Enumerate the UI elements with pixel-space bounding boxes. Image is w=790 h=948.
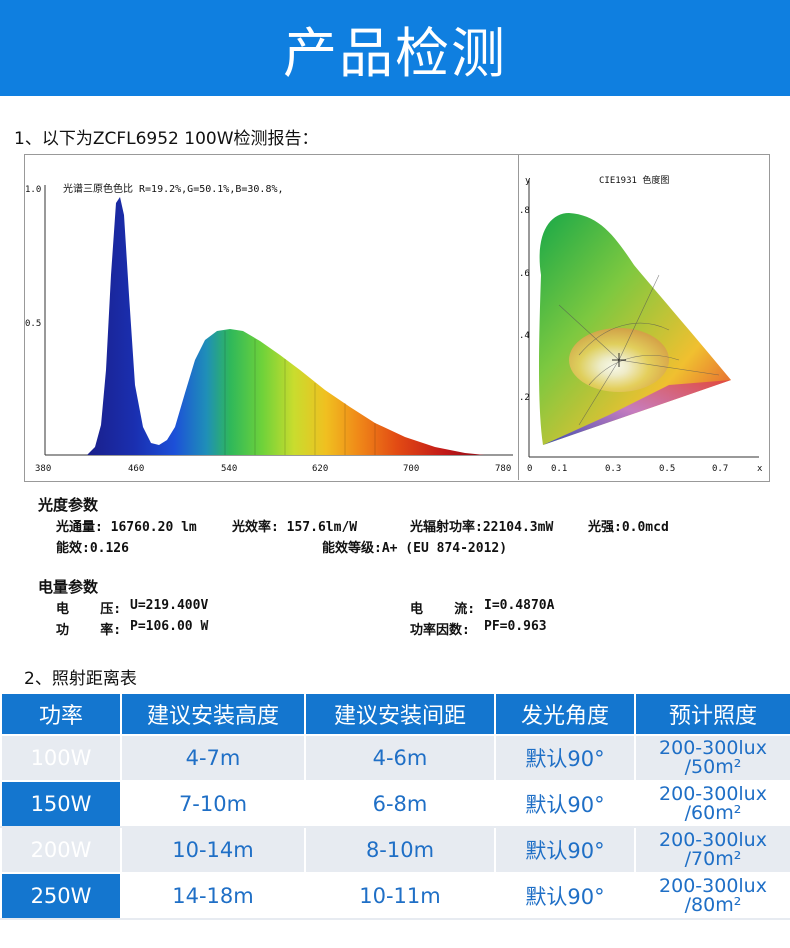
power-value: P=106.00 W <box>130 619 209 634</box>
power-factor-value: PF=0.963 <box>484 619 547 634</box>
x-tick-label: 620 <box>312 464 328 474</box>
x-tick-label: 460 <box>128 464 144 474</box>
header-angle: 发光角度 <box>494 692 636 736</box>
luminous-efficacy: 光效率: 157.6lm/W <box>232 520 358 535</box>
cell-height: 10-14m <box>120 826 306 874</box>
radiant-power: 光辐射功率:22104.3mW <box>410 520 554 535</box>
cell-spacing: 8-10m <box>304 826 496 874</box>
spectrum-curve <box>87 197 485 455</box>
cell-angle: 默认90° <box>494 780 636 828</box>
header-illuminance: 预计照度 <box>634 692 790 736</box>
cell-height: 4-7m <box>120 734 306 782</box>
cie-chart: CIE1931 色度图 y x .8 .6 .4 .2 0 0.1 0.3 0.… <box>519 174 763 474</box>
distance-table: 功率 建议安装高度 建议安装间距 发光角度 预计照度 100W 4-7m 4-6… <box>0 692 790 920</box>
x-tick-label: 700 <box>403 464 419 474</box>
table-row: 200W 10-14m 8-10m 默认90° 200-300lux/70m² <box>0 826 790 874</box>
cell-height: 7-10m <box>120 780 306 828</box>
cie-y-tick: .8 <box>519 206 530 216</box>
cell-spacing: 4-6m <box>304 734 496 782</box>
cell-illuminance: 200-300lux/50m² <box>634 734 790 782</box>
cell-power: 150W <box>0 780 122 828</box>
power-label: 功 率: <box>56 623 122 638</box>
cie-x-axis-label: x <box>757 464 763 474</box>
lux-area: /60m² <box>684 802 742 824</box>
cell-power: 250W <box>0 872 122 920</box>
spectrum-chart: 光谱三原色色比 R=19.2%,G=50.1%,B=30.8%, 1.0 0.5… <box>25 182 513 474</box>
cie-title: CIE1931 色度图 <box>599 174 669 186</box>
lux-area: /50m² <box>684 756 742 778</box>
cell-power: 100W <box>0 734 122 782</box>
current-value: I=0.4870A <box>484 598 555 613</box>
x-tick-label: 380 <box>35 464 51 474</box>
cell-angle: 默认90° <box>494 826 636 874</box>
lux-range: 200-300lux <box>659 829 767 851</box>
luminous-flux: 光通量: 16760.20 lm <box>56 520 197 535</box>
voltage-label: 电 压: <box>56 602 122 617</box>
cell-spacing: 10-11m <box>304 872 496 920</box>
page-title: 产品检测 <box>283 21 507 85</box>
header-spacing: 建议安装间距 <box>304 692 496 736</box>
lux-area: /70m² <box>684 848 742 870</box>
cie-x-tick: 0.3 <box>605 464 621 474</box>
x-tick-label: 780 <box>495 464 511 474</box>
lux-range: 200-300lux <box>659 737 767 759</box>
energy-class: 能效等级:A+ (EU 874-2012) <box>322 541 508 556</box>
table-row: 150W 7-10m 6-8m 默认90° 200-300lux/60m² <box>0 780 790 828</box>
chart-divider <box>518 154 519 480</box>
section-2-title: 2、照射距离表 <box>24 669 137 689</box>
cell-power: 200W <box>0 826 122 874</box>
header-banner: 产品检测 <box>0 0 790 96</box>
lux-range: 200-300lux <box>659 875 767 897</box>
photometric-heading: 光度参数 <box>38 496 99 514</box>
cie-x-tick: 0.1 <box>551 464 567 474</box>
cell-height: 14-18m <box>120 872 306 920</box>
cell-illuminance: 200-300lux/80m² <box>634 872 790 920</box>
cie-purple-line-region <box>543 380 731 445</box>
lux-area: /80m² <box>684 894 742 916</box>
cie-x-tick: 0 <box>527 464 532 474</box>
x-tick-label: 540 <box>221 464 237 474</box>
header-power: 功率 <box>0 692 122 736</box>
header-height: 建议安装高度 <box>120 692 306 736</box>
y-tick-label: 1.0 <box>25 185 41 195</box>
cie-y-tick: .6 <box>519 269 530 279</box>
cie-y-axis-label: y <box>525 176 531 186</box>
cie-x-tick: 0.5 <box>659 464 675 474</box>
cie-x-tick: 0.7 <box>712 464 728 474</box>
cie-y-tick: .2 <box>519 393 530 403</box>
y-tick-label: 0.5 <box>25 319 41 329</box>
power-factor-label: 功率因数: <box>410 623 470 638</box>
cell-illuminance: 200-300lux/60m² <box>634 780 790 828</box>
cell-spacing: 6-8m <box>304 780 496 828</box>
table-header-row: 功率 建议安装高度 建议安装间距 发光角度 预计照度 <box>0 692 790 736</box>
voltage-value: U=219.400V <box>130 598 209 613</box>
energy-efficiency: 能效:0.126 <box>56 541 129 556</box>
cell-illuminance: 200-300lux/70m² <box>634 826 790 874</box>
luminous-intensity: 光强:0.0mcd <box>588 520 669 535</box>
cell-angle: 默认90° <box>494 734 636 782</box>
section-1-title: 1、以下为ZCFL6952 100W检测报告： <box>14 129 319 149</box>
current-label: 电 流: <box>410 602 476 617</box>
cell-angle: 默认90° <box>494 872 636 920</box>
electrical-heading: 电量参数 <box>38 578 99 596</box>
table-row: 100W 4-7m 4-6m 默认90° 200-300lux/50m² <box>0 734 790 782</box>
cie-y-tick: .4 <box>519 331 530 341</box>
lux-range: 200-300lux <box>659 783 767 805</box>
spectrum-ratio-text: 光谱三原色色比 R=19.2%,G=50.1%,B=30.8%, <box>63 182 284 195</box>
table-row: 250W 14-18m 10-11m 默认90° 200-300lux/80m² <box>0 872 790 920</box>
